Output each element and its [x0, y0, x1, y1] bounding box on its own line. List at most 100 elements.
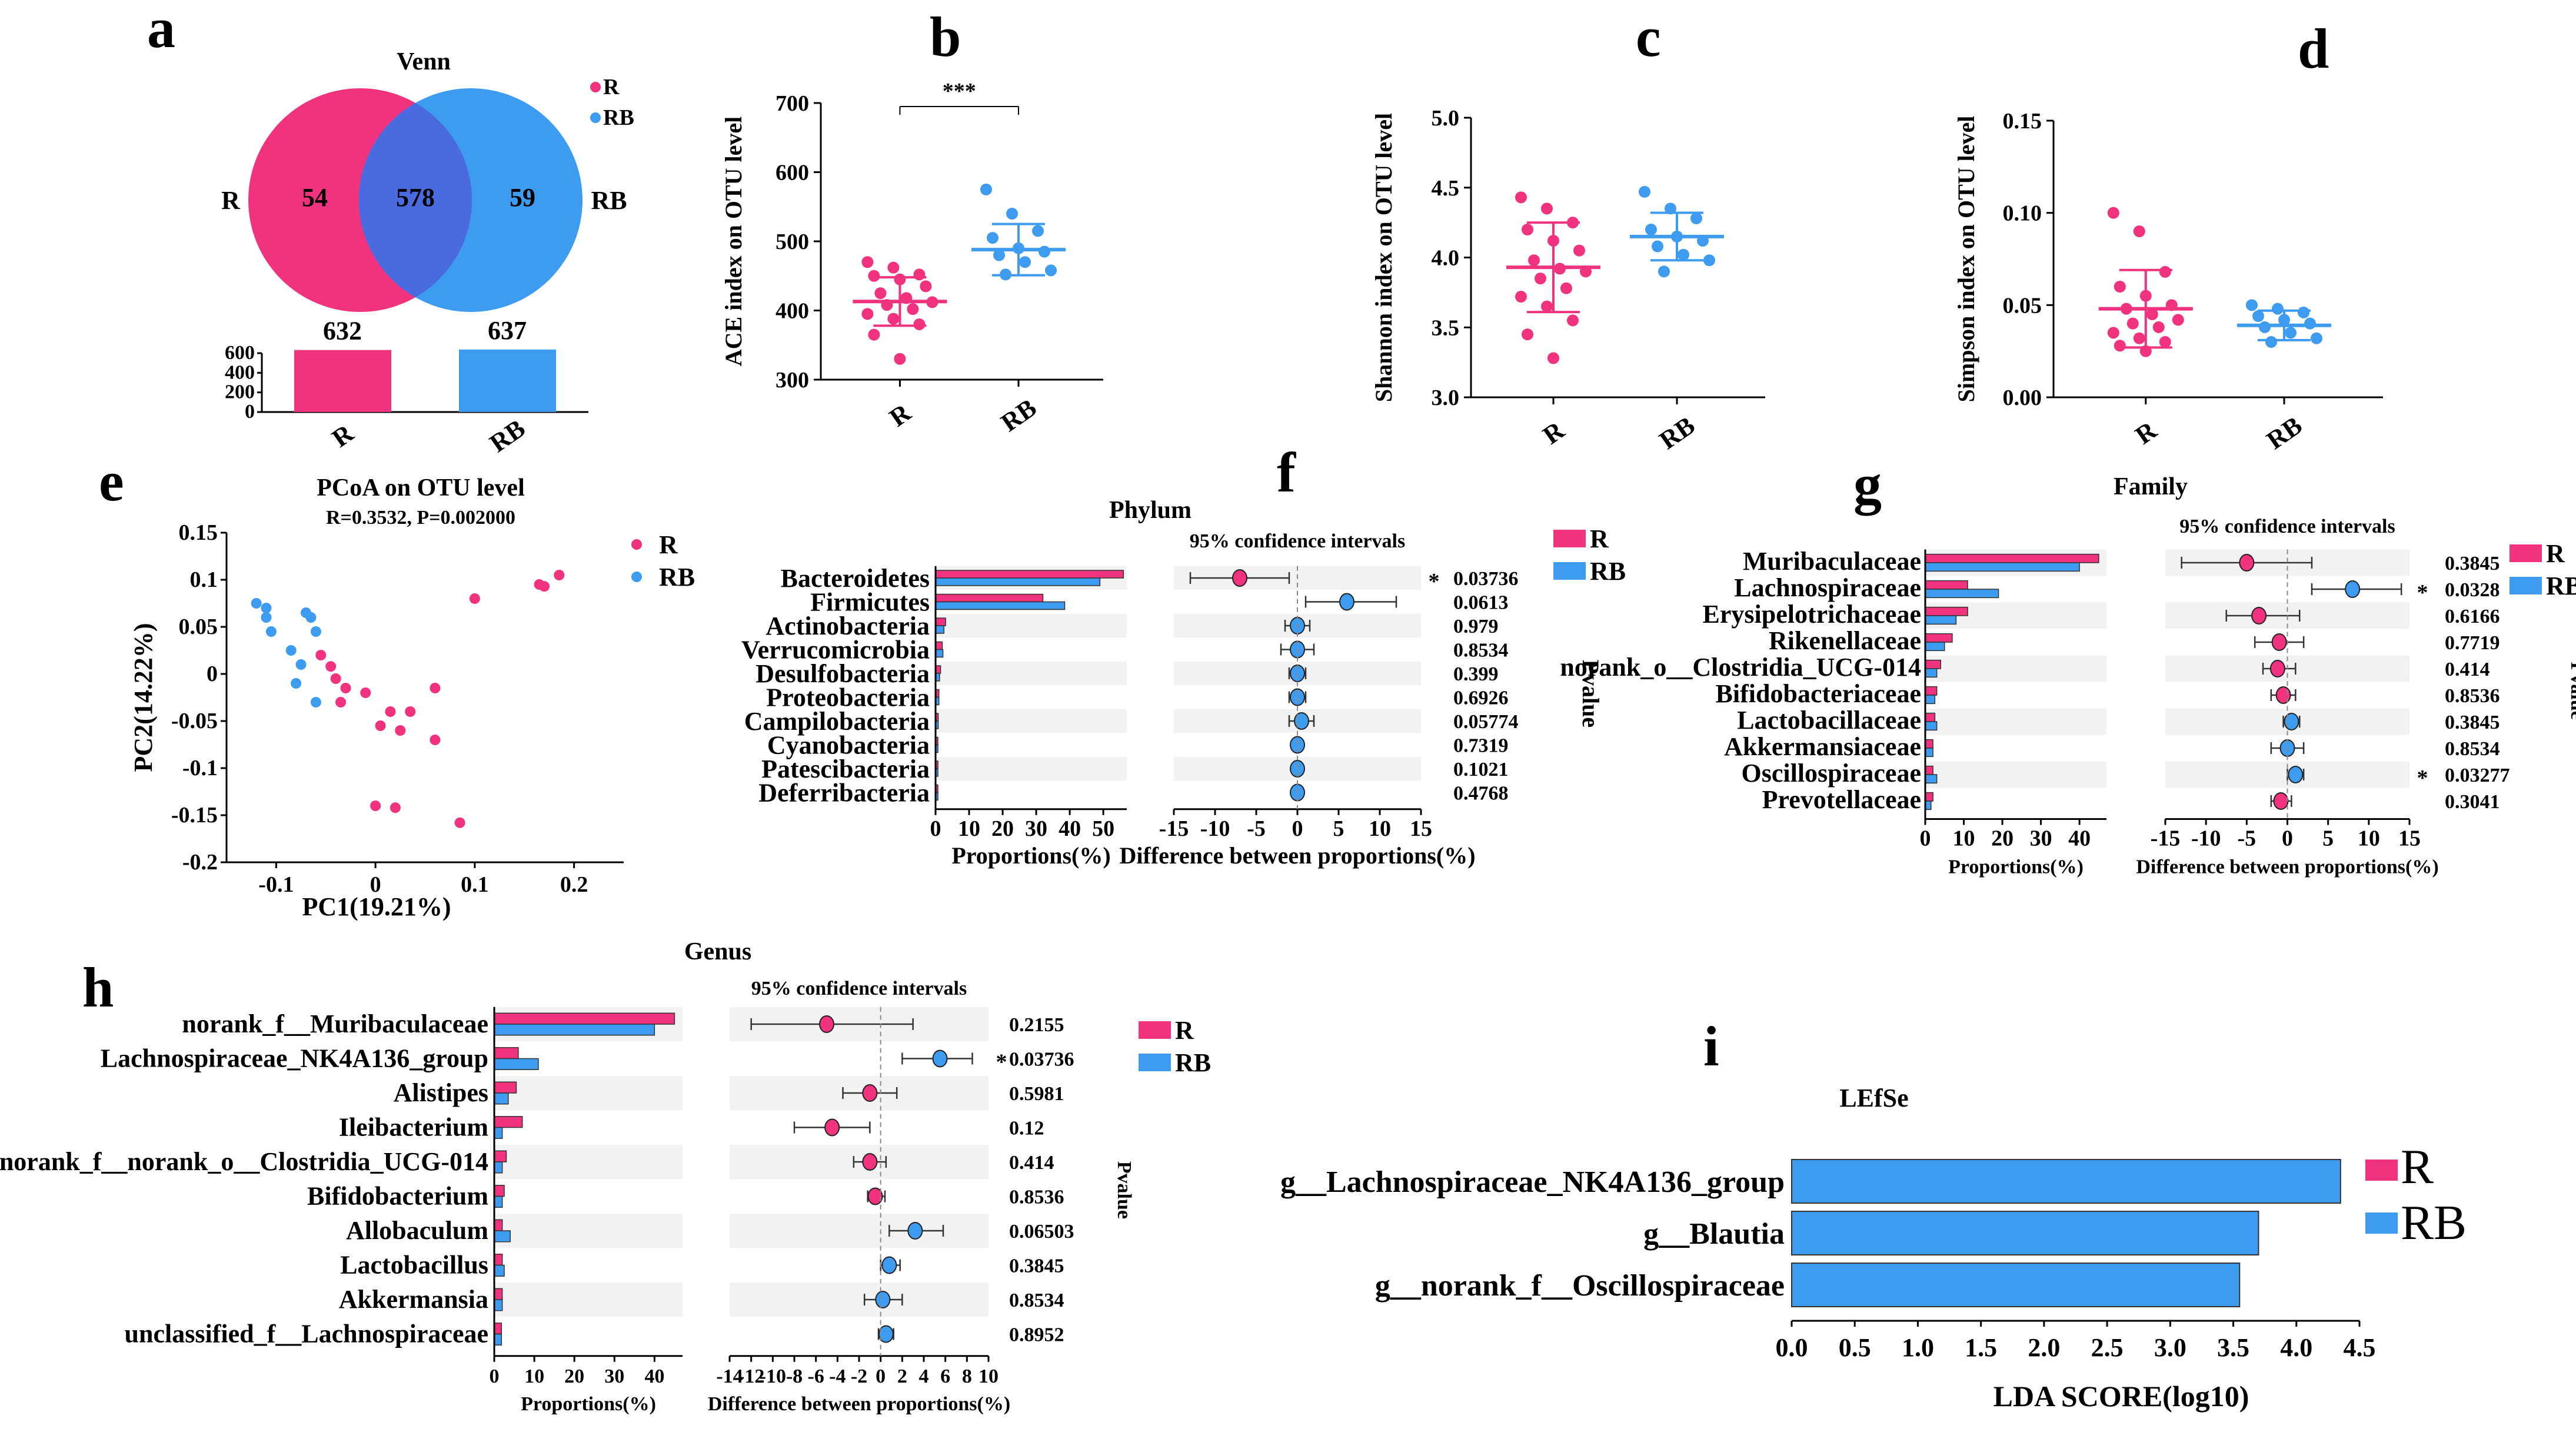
lefse-legend-R-swatch: [2365, 1160, 2398, 1181]
pvalue-label: 0.0328: [2445, 579, 2500, 601]
ytick-label: 4.5: [1432, 176, 1460, 201]
point-R: [920, 280, 931, 292]
ytick-label: 3.5: [1432, 315, 1460, 340]
sig-stars: ***: [943, 79, 976, 104]
legend-RB-swatch: [1139, 1054, 1171, 1071]
prop-bar-R: [1925, 740, 1933, 748]
point-RB: [1639, 186, 1650, 198]
panel-label-d: d: [2298, 17, 2329, 80]
diff-point: [2288, 766, 2302, 783]
sig-star: *: [996, 1050, 1007, 1075]
point-R: [1522, 224, 1533, 235]
pcoa-point-R: [325, 661, 336, 672]
stamp-title: Genus: [684, 938, 751, 965]
category-label: norank_f__Muribaculaceae: [182, 1009, 488, 1038]
legend-RB: RB: [2546, 572, 2576, 600]
pcoa-point-R: [360, 687, 371, 698]
lda-bar: [1792, 1211, 2258, 1255]
row-stripe-prop: [494, 1214, 683, 1248]
lda-xtick-label: 0.0: [1776, 1333, 1808, 1362]
pvalue-label: 0.3041: [2445, 791, 2500, 813]
diff-xtick-label: -6: [808, 1366, 824, 1387]
prop-xlabel: Proportions(%): [951, 842, 1110, 869]
point-RB: [2272, 303, 2284, 315]
prop-bar-R: [494, 1082, 516, 1093]
point-R: [1522, 328, 1533, 340]
point-RB: [2265, 336, 2277, 348]
diff-xtick-label: 4: [919, 1366, 929, 1387]
point-RB: [1645, 224, 1657, 235]
point-R: [1560, 283, 1572, 294]
pvalue-label: 0.399: [1453, 663, 1499, 685]
prop-xtick-label: 20: [564, 1366, 584, 1387]
shannon-scatter-panel: 3.0 3.5 4.0 4.5 5.0 Shannon index on OTU leve…: [1370, 106, 1765, 455]
category-label: Bifidobacteriaceae: [1716, 679, 1921, 708]
pvalue-label: 0.12: [1009, 1118, 1044, 1140]
diff-xtick-label: 10: [979, 1366, 999, 1387]
prop-bar-RB: [494, 1265, 504, 1277]
prop-bar-RB: [1925, 669, 1937, 677]
pcoa-legend-R-dot: [631, 539, 642, 550]
point-RB: [987, 232, 999, 244]
diff-point: [882, 1257, 896, 1274]
venn-legend-RB: RB: [603, 105, 634, 130]
prop-xtick-label: 40: [644, 1366, 664, 1387]
diff-xtick-label: 2: [897, 1366, 907, 1387]
pvalue-label: 0.4768: [1453, 783, 1509, 805]
row-stripe-prop: [1925, 762, 2106, 788]
category-label: norank_f__norank_o__Clostridia_UCG-014: [0, 1147, 488, 1176]
point-RB: [1703, 254, 1715, 266]
venn-bar-R: [294, 350, 391, 412]
point-RB: [2311, 333, 2322, 344]
prop-bar-RB: [494, 1197, 502, 1208]
prop-bar-R: [494, 1220, 502, 1231]
pcoa-point-R: [375, 720, 386, 731]
point-R: [2172, 314, 2184, 325]
pcoa-point-R: [455, 818, 465, 828]
category-label: Erysipelotrichaceae: [1703, 600, 1921, 629]
pcoa-ytick-label: 0: [207, 662, 218, 686]
family-panel: Family95% confidence intervalsMuribacula…: [1560, 473, 2576, 878]
legend-R: R: [2546, 539, 2565, 568]
pvalue-label: 0.05774: [1453, 711, 1519, 733]
pcoa-point-RB: [311, 697, 321, 707]
pcoa-ytick-label: 0.05: [179, 614, 218, 639]
diff-xtick-label: 10: [2358, 826, 2380, 851]
prop-xtick-label: 0: [490, 1366, 500, 1387]
point-RB: [980, 184, 992, 195]
pvalue-label: 0.8534: [1453, 640, 1509, 662]
lda-xtick-label: 1.0: [1902, 1333, 1934, 1362]
point-R: [1515, 291, 1527, 303]
pvalue-label: 0.8534: [1009, 1290, 1064, 1311]
venn-bar-value: 632: [323, 317, 362, 346]
figure: a b c d e f g h i Venn54 578 59R RBRRB60040…: [0, 0, 2576, 1445]
point-RB: [1690, 212, 1702, 224]
point-RB: [2298, 307, 2309, 318]
pcoa-point-R: [430, 683, 440, 693]
diff-xtick-label: -5: [2238, 826, 2257, 851]
lefse-panel: LEfSeg__Lachnospiraceae_NK4A136_groupg__…: [1280, 1084, 2467, 1413]
category-label: Ileibacterium: [339, 1113, 488, 1142]
pcoa-point-R: [554, 570, 564, 580]
pcoa-legend-RB: RB: [659, 563, 695, 592]
point-R: [861, 308, 873, 320]
pcoa-panel: PCoA on OTU levelR=0.3532, P=0.0020000.1…: [129, 474, 695, 921]
point-R: [913, 268, 925, 280]
ci-title: 95% confidence intervals: [751, 978, 967, 999]
panel-label-h: h: [82, 956, 114, 1019]
prop-bar-RB: [936, 602, 1065, 610]
prop-bar-RB: [936, 650, 943, 657]
diff-xtick-label: -2: [851, 1366, 867, 1387]
pcoa-point-RB: [291, 678, 301, 689]
pcoa-point-R: [390, 802, 401, 813]
pcoa-xtick-label: 0.1: [461, 872, 489, 897]
pcoa-point-R: [539, 581, 550, 592]
point-R: [887, 262, 899, 274]
legend-RB: RB: [1175, 1048, 1211, 1077]
diff-point: [863, 1154, 877, 1170]
diff-xtick-label: -10: [760, 1366, 786, 1387]
diff-xlabel: Difference between proportions(%): [2136, 856, 2438, 878]
pcoa-point-RB: [261, 612, 272, 623]
prop-bar-RB: [494, 1024, 654, 1035]
pvalue-label: 0.03736: [1453, 568, 1519, 590]
